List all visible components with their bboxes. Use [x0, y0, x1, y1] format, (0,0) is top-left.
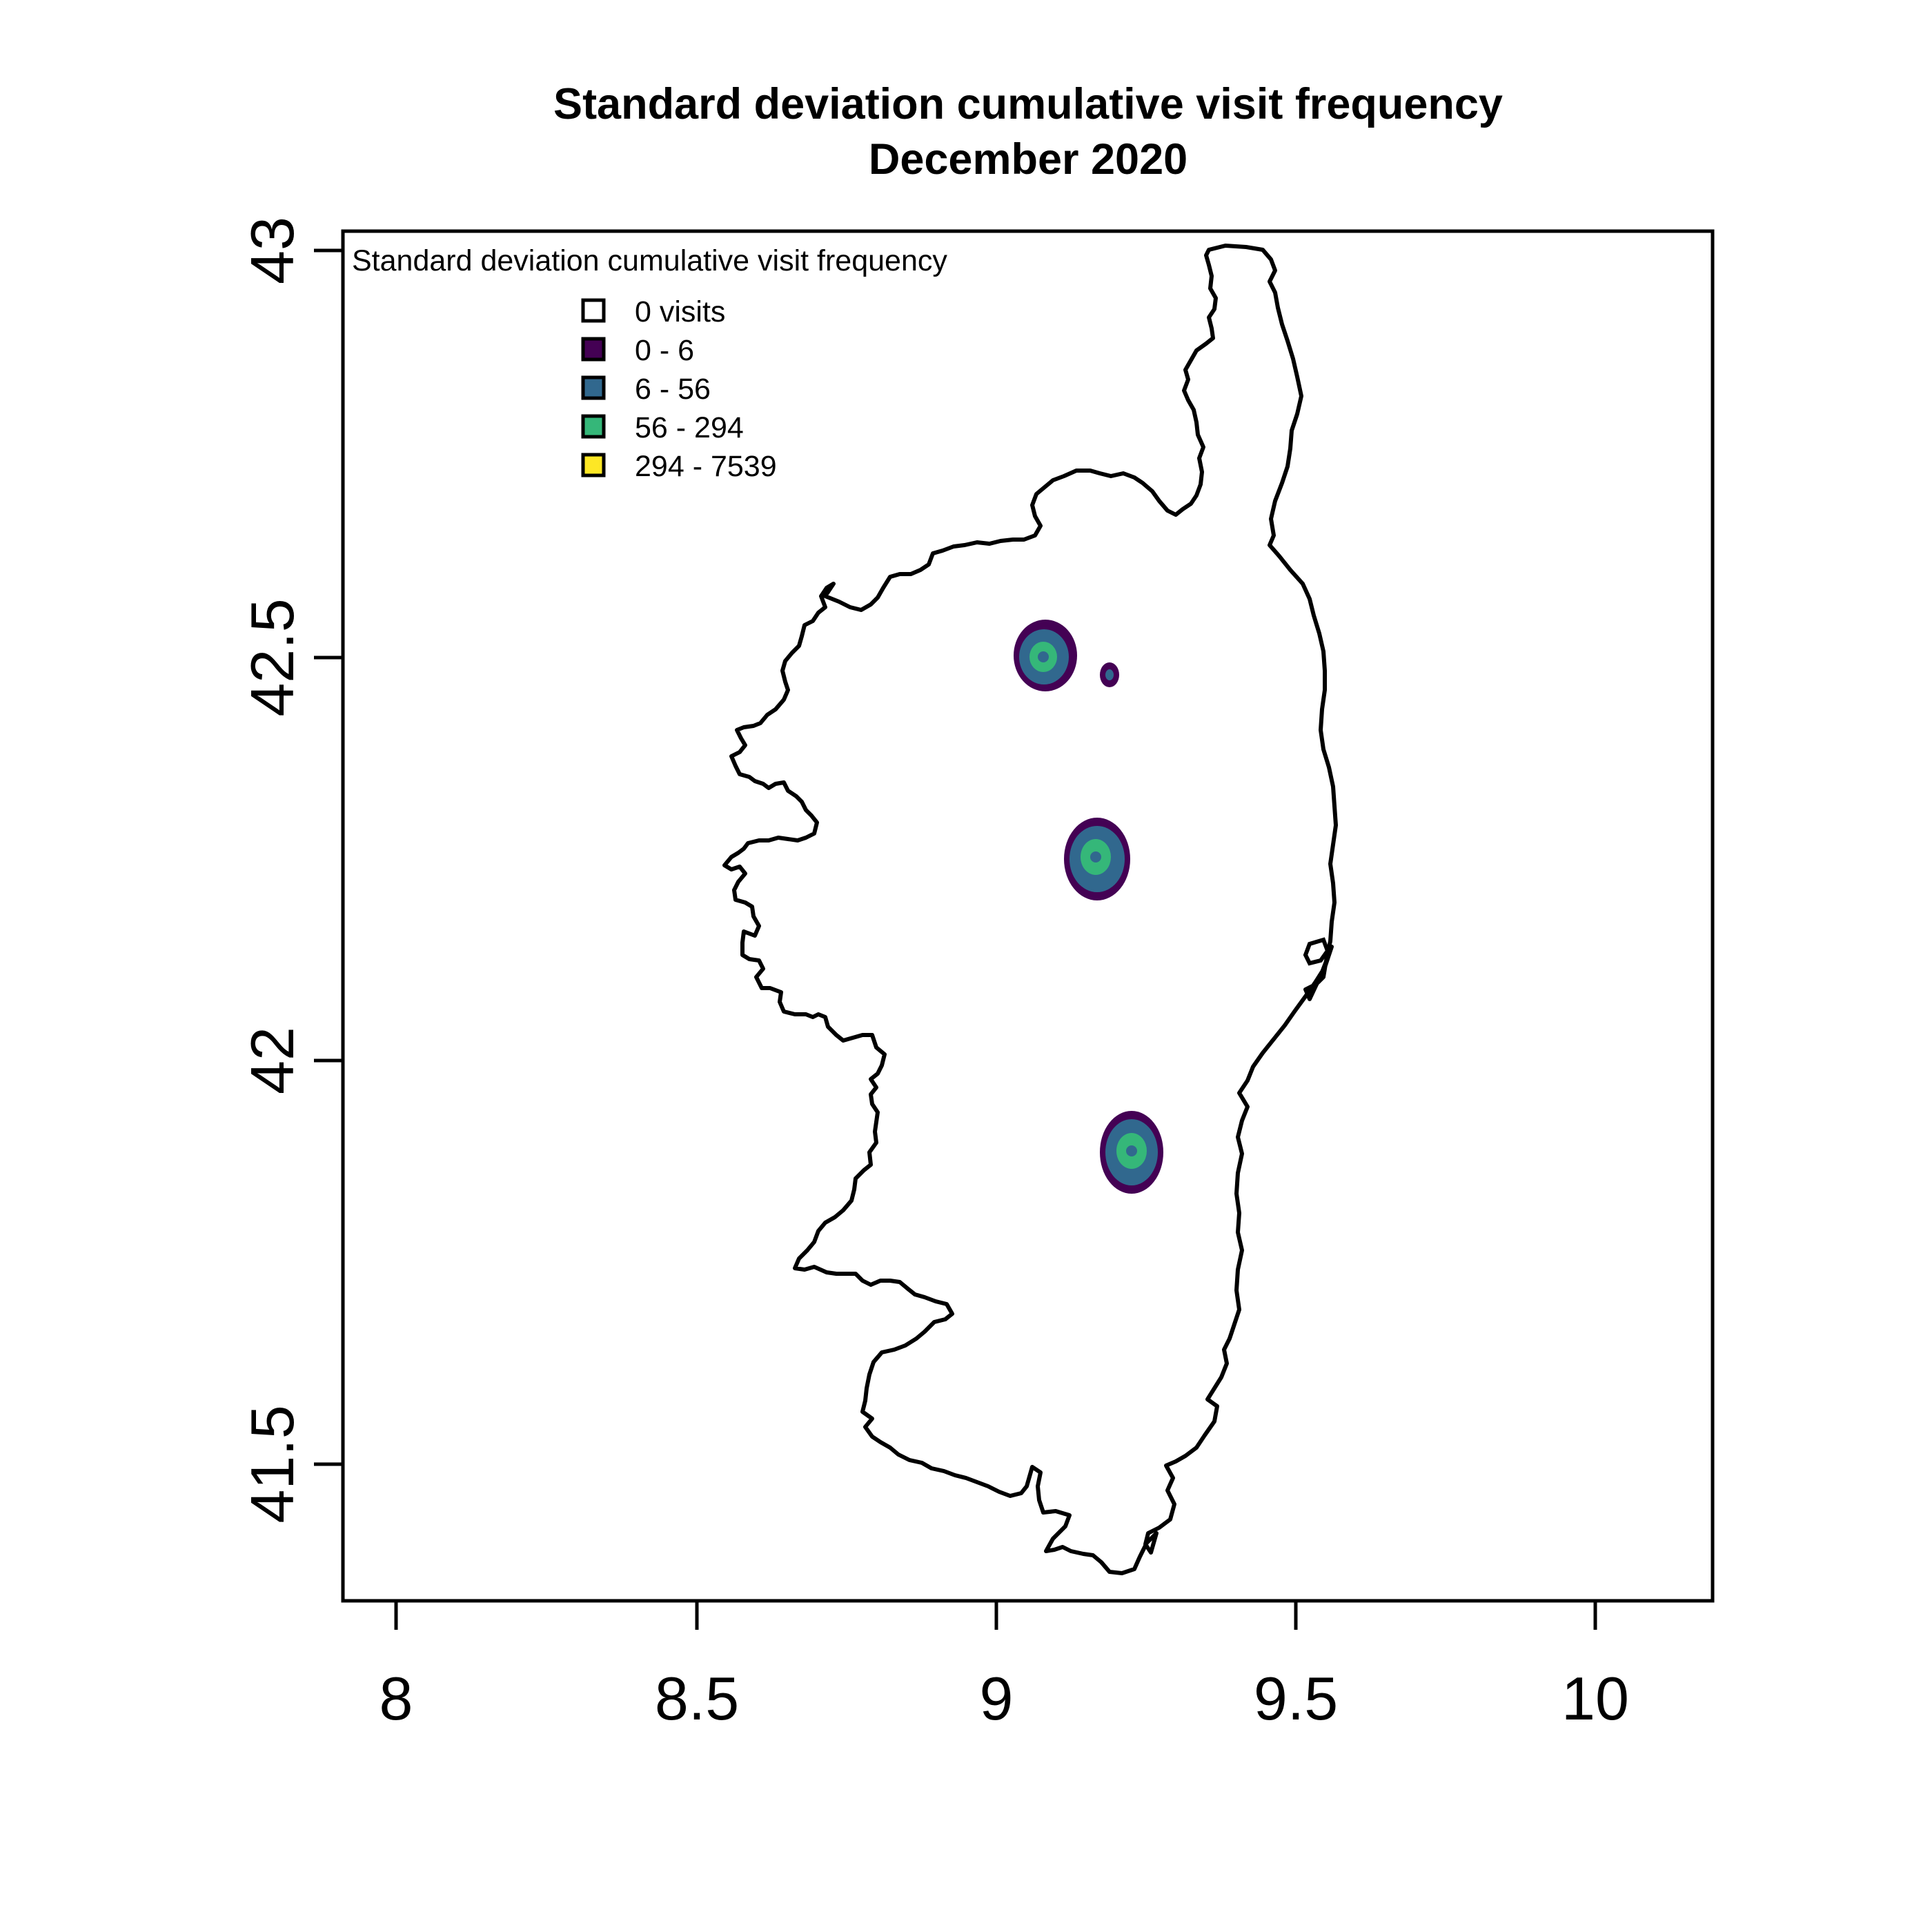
y-tick-label: 43: [238, 217, 306, 284]
legend-label: 6 - 56: [635, 373, 711, 406]
map-subtitle: December 2020: [869, 135, 1187, 184]
legend-swatch-3: [581, 414, 606, 439]
hotspot-north-small: [1100, 662, 1119, 687]
plot-frame: [341, 229, 1715, 1603]
x-tick-label: 8: [379, 1664, 413, 1733]
y-tick-label: 42.5: [238, 598, 306, 716]
x-tick-label: 10: [1561, 1664, 1629, 1733]
x-tick-label: 9: [980, 1664, 1014, 1733]
legend: Standard deviation cumulative visit freq…: [352, 244, 947, 483]
legend-swatch-4: [581, 453, 606, 477]
island-outline: [722, 244, 1338, 1575]
x-axis: [394, 1601, 1597, 1630]
hotspot-south: [1100, 1111, 1163, 1194]
legend-swatch-1: [581, 337, 606, 362]
x-tick-label: 8.5: [655, 1664, 739, 1733]
legend-label: 0 - 6: [635, 334, 694, 367]
y-tick-label: 41.5: [238, 1405, 306, 1523]
legend-label: 56 - 294: [635, 411, 744, 444]
hotspot-north: [1014, 620, 1077, 691]
legend-swatch-2: [581, 375, 606, 400]
hotspot-center: [1064, 818, 1130, 900]
legend-label: 294 - 7539: [635, 450, 777, 483]
x-tick-label: 9.5: [1254, 1664, 1338, 1733]
y-tick-label: 42: [238, 1027, 306, 1094]
y-axis: [314, 248, 343, 1466]
legend-swatch-0: [581, 298, 606, 323]
islet-outline: [1303, 937, 1330, 966]
map-title: Standard deviation cumulative visit freq…: [553, 80, 1503, 128]
legend-label: 0 visits: [635, 295, 725, 328]
legend-title: Standard deviation cumulative visit freq…: [352, 244, 947, 277]
